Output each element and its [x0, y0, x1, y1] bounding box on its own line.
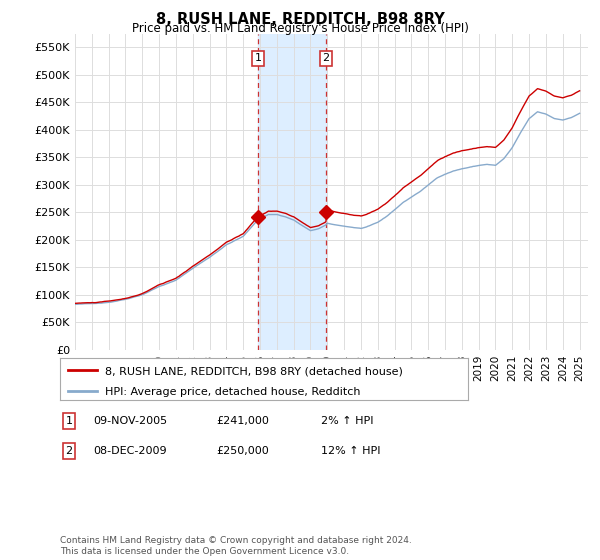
Text: £250,000: £250,000 [216, 446, 269, 456]
Text: 2% ↑ HPI: 2% ↑ HPI [321, 416, 373, 426]
Text: HPI: Average price, detached house, Redditch: HPI: Average price, detached house, Redd… [105, 387, 361, 397]
Text: 8, RUSH LANE, REDDITCH, B98 8RY (detached house): 8, RUSH LANE, REDDITCH, B98 8RY (detache… [105, 367, 403, 377]
Text: Contains HM Land Registry data © Crown copyright and database right 2024.
This d: Contains HM Land Registry data © Crown c… [60, 536, 412, 556]
Text: 09-NOV-2005: 09-NOV-2005 [93, 416, 167, 426]
Bar [258, 34, 326, 350]
Text: 1: 1 [65, 416, 73, 426]
Text: 1: 1 [254, 53, 262, 63]
Text: Price paid vs. HM Land Registry's House Price Index (HPI): Price paid vs. HM Land Registry's House … [131, 22, 469, 35]
Text: 8, RUSH LANE, REDDITCH, B98 8RY: 8, RUSH LANE, REDDITCH, B98 8RY [155, 12, 445, 27]
Text: 08-DEC-2009: 08-DEC-2009 [93, 446, 167, 456]
Text: 2: 2 [65, 446, 73, 456]
Text: 12% ↑ HPI: 12% ↑ HPI [321, 446, 380, 456]
Text: £241,000: £241,000 [216, 416, 269, 426]
Text: 2: 2 [322, 53, 329, 63]
